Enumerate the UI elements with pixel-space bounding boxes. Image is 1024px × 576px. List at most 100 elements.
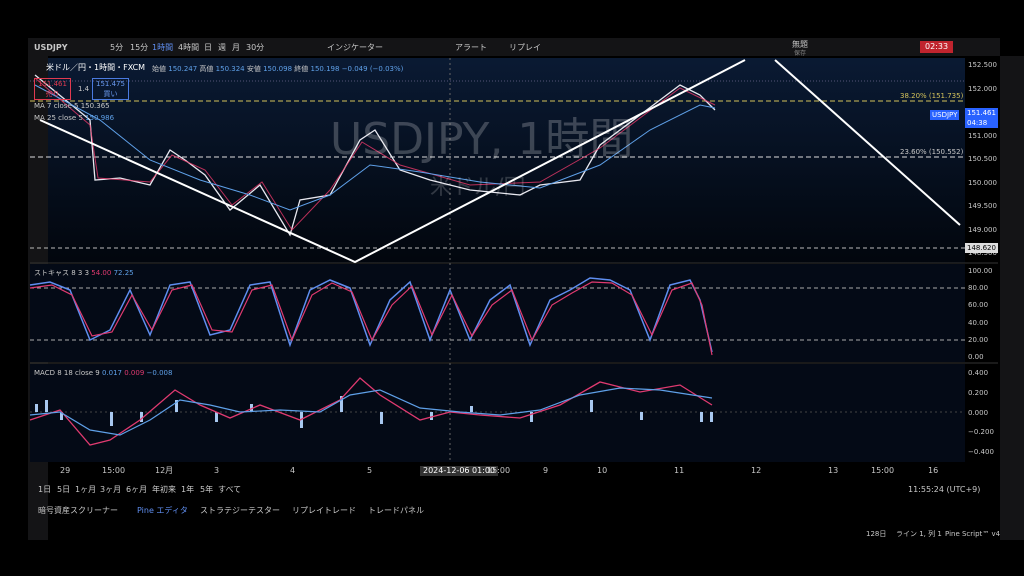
- label: 終値: [294, 65, 309, 73]
- price-label: 150.000: [968, 178, 997, 187]
- range-button[interactable]: 年初来: [152, 485, 176, 494]
- price-label: 151.000: [968, 131, 997, 140]
- time-label: 12月: [155, 466, 174, 475]
- macd-label: −0.200: [968, 428, 994, 437]
- macd-pane: [30, 364, 965, 462]
- ma-line: [34, 84, 716, 211]
- alert-button[interactable]: アラート: [455, 43, 487, 52]
- interval[interactable]: 5分: [110, 43, 124, 52]
- label: 高値: [199, 65, 214, 73]
- title: ストキャス 8 3 3: [34, 269, 90, 277]
- ma-label: MA 7 close 5: [34, 102, 79, 110]
- time-label: 9: [543, 466, 549, 475]
- low-badge: 148.620: [965, 243, 998, 253]
- range-button[interactable]: 6ヶ月: [126, 485, 148, 494]
- macd-line: [29, 377, 713, 446]
- stoch-label: 80.00: [968, 284, 989, 293]
- symbol[interactable]: USDJPY: [34, 43, 68, 52]
- indicators-button[interactable]: インジケーター: [327, 43, 383, 52]
- sell-label: 売り: [45, 90, 60, 98]
- range-button[interactable]: 5年: [200, 485, 214, 494]
- tab[interactable]: 暗号資産スクリーナー: [38, 506, 118, 515]
- range-button[interactable]: 1日: [38, 485, 52, 494]
- value: 150.098: [263, 65, 293, 73]
- price-label: 152.500: [968, 61, 997, 69]
- ma-value: 150.365: [80, 102, 110, 110]
- stoch-pane: [30, 264, 965, 362]
- label: 安値: [246, 65, 261, 73]
- tab[interactable]: ストラテジーテスター: [200, 506, 280, 515]
- interval[interactable]: 4時間: [178, 43, 200, 52]
- time-label: 16: [928, 466, 939, 475]
- ma-value: 150.986: [85, 114, 115, 122]
- top-toolbar: [28, 38, 1000, 56]
- signal: −0.008: [146, 369, 173, 377]
- time-label: 15:00: [102, 466, 126, 475]
- d: 72.25: [113, 269, 134, 277]
- tab[interactable]: Pine エディタ: [137, 506, 188, 515]
- time-label: 10: [597, 466, 608, 475]
- symbol-badge: USDJPY: [930, 110, 960, 120]
- price-label: 149.500: [968, 202, 997, 210]
- value: 150.324: [215, 65, 245, 73]
- time-label: 13: [828, 466, 839, 475]
- trend-line: [774, 59, 961, 226]
- watermark-symbol: USDJPY, 1時間: [330, 114, 634, 165]
- replay-button[interactable]: リプレイ: [509, 43, 541, 52]
- trend-line: [39, 59, 746, 264]
- label: 始値: [152, 65, 166, 73]
- title: MACD 8 18 close 9: [34, 369, 100, 377]
- time-label: 29: [60, 466, 71, 475]
- price: 151.461: [967, 109, 996, 117]
- macd: 0.009: [124, 369, 145, 377]
- fib-label: 23.60% (150.552): [900, 148, 964, 156]
- ma2: MA 25 close 5 150.986: [34, 113, 114, 123]
- macd-legend: MACD 8 18 close 9 0.017 0.009 −0.008: [34, 368, 172, 378]
- interval[interactable]: 30分: [246, 43, 265, 52]
- stoch-legend: ストキャス 8 3 3 54.00 72.25: [34, 268, 134, 278]
- buy-price: 151.475: [96, 80, 125, 88]
- price-label: 150.500: [968, 155, 997, 163]
- interval[interactable]: 月: [232, 43, 240, 52]
- stoch-label: 60.00: [968, 301, 989, 310]
- interval[interactable]: 週: [218, 43, 226, 52]
- change: −0.049 (−0.03%): [341, 65, 404, 73]
- range-button[interactable]: 5日: [57, 485, 71, 494]
- time-label: 5: [367, 466, 373, 475]
- stoch-d: [29, 281, 713, 356]
- legend-title: 米ドル／円・1時間・FXCM: [46, 63, 146, 72]
- record-clock[interactable]: 02:33: [920, 41, 954, 53]
- save-label[interactable]: 保存: [794, 50, 807, 57]
- macd-label: 0.400: [968, 369, 989, 377]
- time-label: 2024-12-06 01:00: [420, 466, 499, 476]
- sell-price: 151.461: [38, 80, 67, 88]
- buy-box[interactable]: 151.475 買い: [92, 78, 129, 100]
- interval[interactable]: 日: [204, 43, 212, 52]
- ma1: MA 7 close 5 150.365: [34, 101, 110, 111]
- candles-approx: [34, 77, 716, 231]
- layout-name[interactable]: 無題: [792, 40, 808, 49]
- right-toolbar: [1000, 56, 1024, 540]
- time-label: 3: [214, 466, 220, 475]
- tab[interactable]: トレードパネル: [368, 506, 424, 515]
- price-label: 152.000: [968, 84, 997, 93]
- range-button[interactable]: 1年: [181, 485, 195, 494]
- interval[interactable]: 1時間: [152, 43, 174, 52]
- stoch-label: 0.00: [968, 353, 984, 361]
- stoch-label: 40.00: [968, 318, 989, 327]
- price-label: 149.000: [968, 225, 997, 234]
- tab[interactable]: リプレイトレード: [292, 506, 356, 515]
- watermark-name: 米ドル/円: [430, 175, 526, 200]
- range-button[interactable]: 1ヶ月: [75, 485, 97, 494]
- range-button[interactable]: すべて: [218, 485, 242, 494]
- interval[interactable]: 15分: [130, 43, 149, 52]
- sell-box[interactable]: 151.461 売り: [34, 78, 71, 100]
- stoch-k: [29, 277, 713, 353]
- time-label: 15:00: [487, 466, 511, 475]
- macd-label: 0.000: [968, 408, 989, 417]
- buy-label: 買い: [103, 90, 118, 98]
- range-button[interactable]: 3ヶ月: [100, 485, 122, 494]
- status-version: Pine Script™ v4: [945, 530, 1001, 538]
